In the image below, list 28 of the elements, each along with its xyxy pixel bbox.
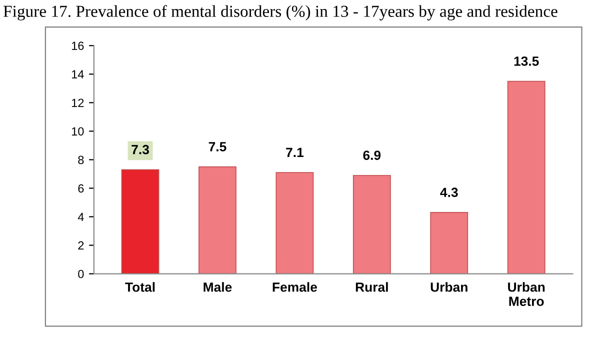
data-label: 13.5 [514,56,539,66]
bar [430,212,468,274]
y-tick-label: 12 [72,98,84,107]
y-tick-label: 4 [78,212,84,222]
y-tick-label: 14 [72,70,84,78]
x-tick-label: Urban Metro [508,282,545,306]
data-label: 4.3 [440,188,458,198]
x-tick-label: Male [204,282,232,292]
x-tick-label: Total [125,282,155,292]
x-tick-label: Female [272,282,317,292]
chart-title: Figure 17. Prevalence of mental disorders (%) in 13 - 17years by age and residence [4,5,558,20]
data-label: 7.1 [286,148,304,157]
y-tick-label: 6 [78,184,84,193]
y-tick-label: 16 [72,42,84,50]
x-tick-label: Rural [356,282,388,292]
x-tick-label: Urban [430,282,468,292]
y-tick-label: 10 [72,127,84,136]
y-tick-label: 8 [78,156,84,164]
bar [198,166,236,274]
bar [121,169,160,274]
y-tick-label: 2 [78,241,84,250]
data-label: 6.9 [363,150,381,160]
bar [352,174,391,274]
data-label: 7.5 [208,142,226,152]
bar [276,172,314,274]
y-tick-label: 0 [78,270,84,278]
data-label: 7.3 [132,144,149,154]
bar [507,80,546,274]
